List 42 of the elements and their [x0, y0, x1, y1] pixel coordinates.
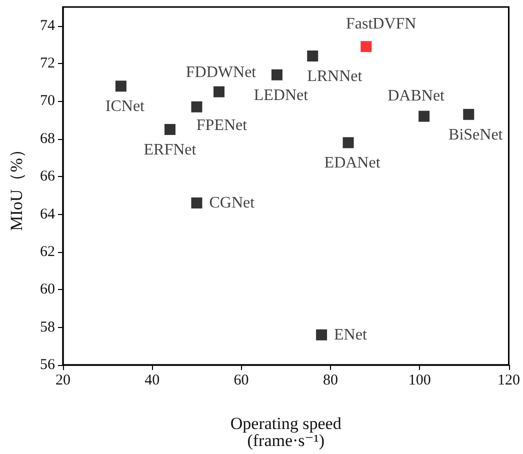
series-label: ENet: [334, 326, 368, 344]
y-tick-label: 62: [40, 244, 55, 260]
point: [115, 80, 126, 92]
x-tick-label: 60: [234, 372, 249, 388]
y-axis-title: MIoU（%）: [7, 141, 26, 231]
series-label: CGNet: [209, 194, 256, 212]
series-label: DABNet: [388, 87, 446, 104]
point: [316, 329, 328, 340]
series-label: ICNet: [105, 98, 146, 116]
x-axis-title: Operating speed (frame·s⁻¹): [230, 414, 342, 450]
point: [214, 86, 225, 98]
x-tick-label: 80: [322, 372, 338, 388]
point: [463, 108, 474, 120]
point: [191, 101, 202, 112]
y-tick-label: 58: [40, 319, 55, 336]
y-tick-label: 72: [40, 56, 55, 72]
y-tick-label: 68: [40, 130, 55, 147]
point: [307, 50, 318, 62]
point: [271, 69, 282, 80]
point: [418, 110, 430, 122]
series-label: LEDNet: [254, 86, 309, 104]
x-tick-label: 100: [408, 372, 431, 388]
series-label: BiSeNet: [448, 126, 504, 144]
y-tick-label: 64: [40, 206, 56, 222]
series-label: LRNNet: [307, 68, 363, 85]
series-label: FDDWNet: [186, 64, 257, 81]
y-tick-label: 66: [40, 168, 56, 185]
y-tick-label: 60: [40, 282, 55, 298]
point: [342, 137, 354, 148]
x-tick-label: 120: [498, 372, 520, 388]
point: [191, 197, 202, 208]
y-tick-label: 56: [40, 357, 56, 373]
series-label: FPENet: [196, 116, 248, 134]
y-tick-label: 74: [40, 18, 56, 34]
point: [360, 41, 372, 52]
y-tick-label: 70: [40, 93, 55, 110]
series-label: FastDVFN: [346, 16, 417, 33]
series-label: ERFNet: [144, 141, 197, 158]
x-tick-label: 40: [144, 372, 160, 388]
series-label: EDANet: [324, 154, 381, 172]
x-tick-label: 20: [56, 372, 70, 388]
point: [164, 124, 176, 135]
